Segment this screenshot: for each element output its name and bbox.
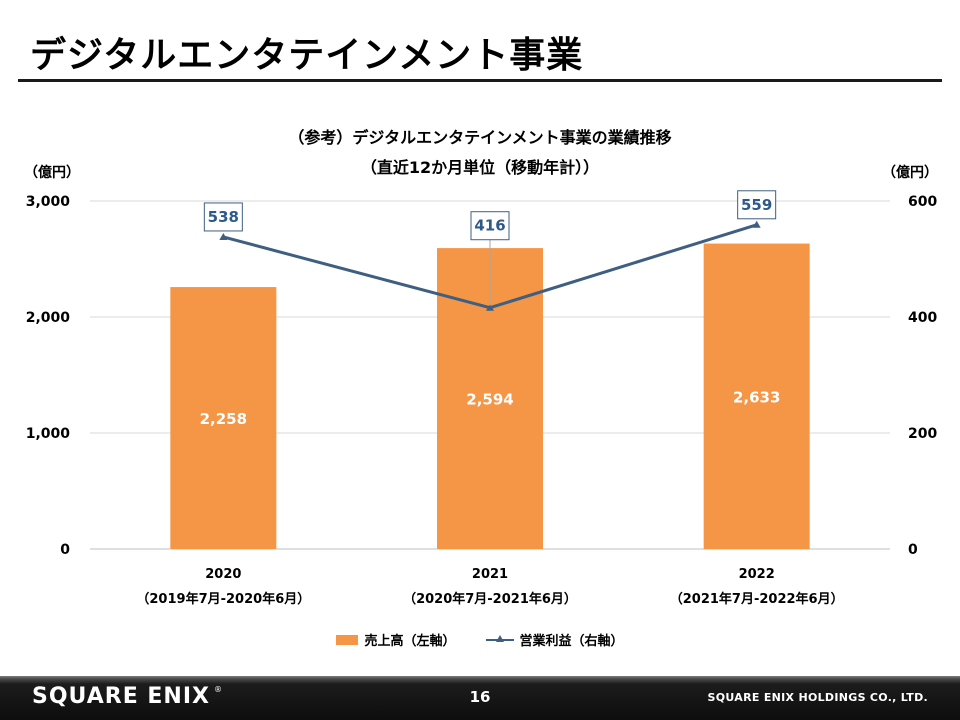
right-axis-tick-label: 600 [908, 194, 937, 210]
bar-swatch-icon [336, 634, 359, 645]
right-axis-tick-label: 400 [908, 310, 937, 326]
category-sublabel: （2021年7月-2022年6月） [670, 591, 844, 607]
footer-bar: SQUARE ENIX ® 16 SQUARE ENIX HOLDINGS CO… [0, 676, 960, 720]
title-rule [18, 79, 942, 82]
triangle-marker-line-icon [485, 634, 514, 646]
page-title: デジタルエンタテインメント事業 [30, 35, 584, 76]
chart-subtitle: （直近12か月単位（移動年計）） [360, 158, 600, 177]
category-sublabel: （2019年7月-2020年6月） [136, 591, 310, 607]
line-label-box [737, 190, 777, 220]
left-axis-tick-label: 3,000 [26, 194, 71, 210]
category-label: 2020 [205, 567, 241, 582]
category-sublabel: （2020年7月-2021年6月） [403, 591, 577, 607]
legend-item-operating-income: 営業利益（右軸） [485, 630, 624, 649]
footer-logo: SQUARE ENIX [32, 684, 210, 709]
chart-title: （参考）デジタルエンタテインメント事業の業績推移 [288, 128, 672, 147]
legend-item-sales: 売上高（左軸） [336, 630, 456, 649]
bar [170, 287, 277, 549]
legend: 売上高（左軸） 営業利益（右軸） [0, 630, 960, 649]
category-label: 2021 [472, 567, 508, 582]
bar-data-label: 2,594 [466, 391, 513, 409]
bar-data-label: 2,258 [200, 410, 247, 428]
bar [703, 243, 810, 549]
line-data-label: 416 [474, 217, 505, 235]
legend-label-operating-income: 営業利益（右軸） [519, 634, 624, 649]
company-name: SQUARE ENIX HOLDINGS CO., LTD. [707, 691, 928, 704]
page-number: 16 [469, 688, 491, 706]
right-axis-unit: （億円） [882, 165, 938, 181]
legend-label-sales: 売上高（左軸） [364, 634, 456, 649]
line-label-box [470, 211, 510, 241]
line-marker [752, 220, 761, 228]
line-data-label: 538 [208, 208, 239, 226]
line-data-label: 559 [741, 196, 772, 214]
category-label: 2022 [739, 567, 775, 582]
line-label-box [203, 202, 243, 232]
left-axis-unit: （億円） [24, 165, 80, 181]
left-axis-tick-label: 0 [60, 542, 70, 558]
registered-mark: ® [214, 685, 222, 694]
chart-plot: 0 0 1,000 200 2,000 400 3,000 600 2,258 2,594 2,63… [26, 190, 937, 607]
bar-data-label: 2,633 [733, 388, 780, 406]
left-axis-tick-label: 1,000 [26, 426, 71, 442]
line-marker [486, 303, 494, 311]
right-axis-tick-label: 0 [908, 542, 918, 558]
line-marker [219, 232, 228, 240]
right-axis-tick-label: 200 [908, 426, 937, 442]
left-axis-tick-label: 2,000 [26, 310, 71, 326]
